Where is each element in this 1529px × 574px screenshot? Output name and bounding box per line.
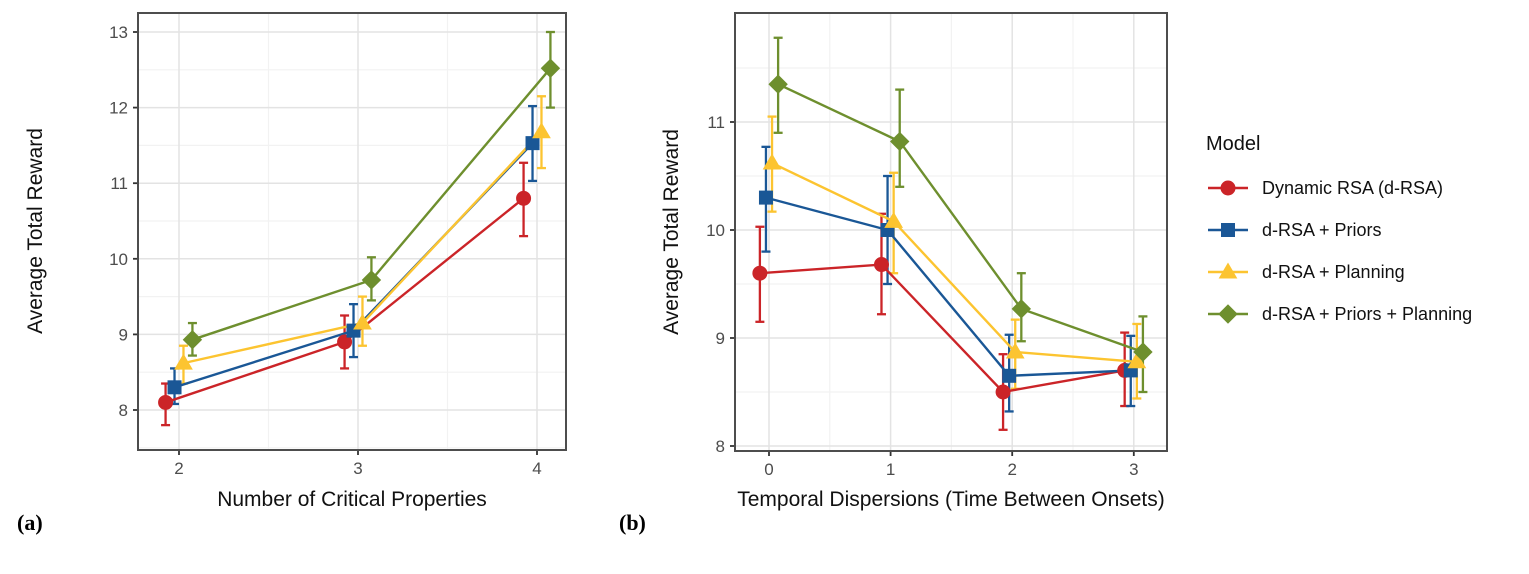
data-point-triangle [884, 211, 904, 228]
data-point-square [758, 190, 773, 205]
x-tick-label: 1 [886, 460, 895, 479]
legend-entry: d-RSA + Priors [1206, 217, 1472, 243]
y-tick-label: 12 [109, 99, 128, 118]
legend-title: Model [1206, 133, 1261, 155]
legend-key-triangle-icon [1208, 262, 1248, 279]
y-tick-label: 10 [706, 221, 725, 240]
legend-entries: Dynamic RSA (d-RSA) d-RSA + Priors d-RSA +… [1206, 175, 1472, 327]
x-tick-label: 2 [174, 459, 183, 478]
data-point-diamond [540, 58, 561, 78]
y-tick-label: 9 [119, 325, 128, 344]
data-point-diamond [1218, 304, 1238, 324]
legend-key-square-icon [1208, 223, 1248, 237]
y-tick-label: 11 [110, 174, 128, 193]
data-point-circle [873, 257, 889, 273]
chart-a-x-axis-title: Number of Critical Properties [217, 488, 487, 511]
series-line [765, 196, 1131, 378]
data-point-diamond [361, 270, 382, 290]
panel-label-b: (b) [619, 510, 646, 535]
chart-a: 2 3 4 8 9 10 11 12 13 [109, 12, 567, 478]
y-tick-label: 8 [716, 437, 725, 456]
y-tick-label: 8 [119, 401, 128, 420]
x-tick-label: 3 [1129, 460, 1138, 479]
data-point-circle [516, 190, 532, 206]
data-point-square [525, 136, 540, 151]
x-tick-label: 2 [1007, 460, 1016, 479]
x-tick-label: 0 [764, 460, 773, 479]
panel-border [734, 12, 1168, 452]
chart-b-x-axis-title: Temporal Dispersions (Time Between Onset… [737, 488, 1165, 511]
data-point-triangle [762, 153, 782, 170]
data-point-circle [158, 394, 174, 410]
data-point-diamond [890, 131, 910, 152]
legend-entry: d-RSA + Planning [1206, 259, 1472, 285]
legend-entry-label: d-RSA + Priors + Planning [1262, 303, 1473, 324]
series-line [777, 83, 1144, 354]
legend-entry-label: d-RSA + Planning [1262, 261, 1405, 282]
data-point-circle [752, 265, 768, 281]
legend: Model Dynamic RSA (d-RSA) d-RSA + Priors d… [1206, 131, 1472, 343]
data-point-circle [337, 334, 353, 350]
data-point-circle [1220, 180, 1236, 196]
series-line [771, 161, 1137, 363]
point-layer [752, 74, 1153, 400]
chart-b: 0 1 2 3 8 9 10 11 [706, 12, 1168, 479]
data-point-circle [995, 384, 1011, 400]
chart-b-y-axis-title: Average Total Reward [660, 129, 683, 335]
gridlines [735, 13, 1167, 451]
panel-background [138, 13, 566, 450]
data-point-triangle [174, 353, 193, 370]
data-point-diamond [182, 329, 203, 350]
series-line [759, 263, 1125, 394]
line-layer [759, 83, 1144, 394]
data-point-diamond [1011, 299, 1032, 319]
data-point-diamond [768, 74, 788, 94]
y-tick-label: 10 [109, 250, 128, 269]
axes: 0 1 2 3 8 9 10 11 [706, 113, 1138, 479]
legend-entry-label: Dynamic RSA (d-RSA) [1262, 177, 1444, 198]
panel-border [137, 12, 567, 451]
legend-entry: d-RSA + Priors + Planning [1206, 301, 1472, 327]
data-point-triangle [1127, 352, 1147, 369]
data-point-triangle [1005, 342, 1025, 359]
data-point-square [1002, 368, 1017, 383]
legend-key-diamond-icon [1208, 304, 1248, 324]
y-tick-label: 13 [109, 23, 128, 42]
data-point-square [1221, 223, 1235, 237]
point-layer [158, 58, 561, 410]
chart-a-y-axis-title: Average Total Reward [24, 128, 47, 334]
data-point-triangle [353, 313, 372, 330]
panel-label-a: (a) [17, 510, 43, 535]
legend-entry-label: d-RSA + Priors [1262, 219, 1382, 240]
legend-key-circle-icon [1208, 180, 1248, 196]
x-tick-label: 3 [353, 459, 362, 478]
x-tick-label: 4 [532, 459, 541, 478]
data-point-diamond [1133, 342, 1153, 362]
y-tick-label: 11 [707, 113, 725, 132]
data-point-square [167, 380, 182, 395]
gridlines [138, 13, 566, 450]
data-point-triangle [1218, 262, 1238, 279]
y-tick-label: 9 [716, 329, 725, 348]
data-point-triangle [532, 122, 551, 139]
legend-entry: Dynamic RSA (d-RSA) [1206, 175, 1472, 201]
